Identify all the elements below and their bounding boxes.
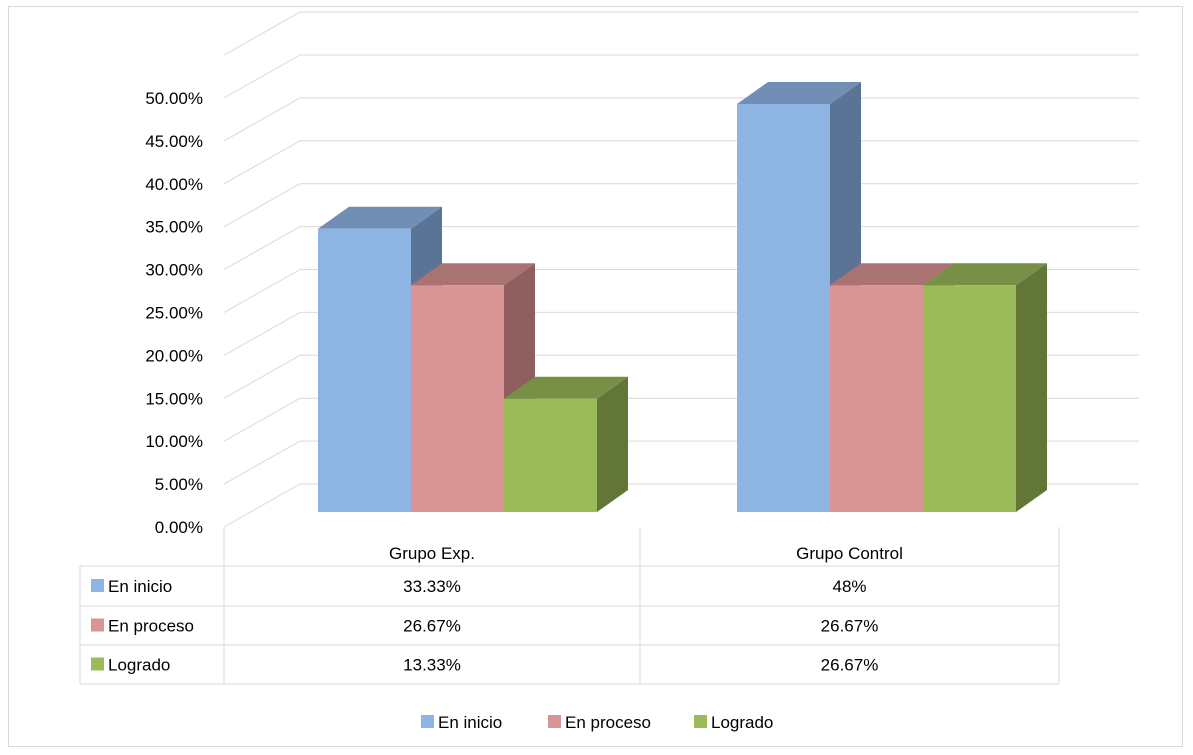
legend-label: En proceso [565, 713, 651, 732]
gridline-side [223, 11, 301, 56]
table-value: 48% [832, 577, 866, 596]
legend: En inicio En proceso Logrado [421, 713, 773, 732]
bar [318, 228, 411, 512]
bar [411, 285, 504, 512]
y-tick-label: 35.00% [145, 218, 203, 237]
legend-key [548, 715, 561, 728]
y-tick-label: 5.00% [155, 475, 203, 494]
gridline-side [223, 226, 301, 271]
bar [830, 285, 923, 512]
y-tick-label: 40.00% [145, 175, 203, 194]
gridline-side [223, 397, 301, 442]
y-tick-label: 45.00% [145, 132, 203, 151]
bar-top [318, 206, 442, 229]
gridline-side [223, 354, 301, 399]
y-tick-label: 0.00% [155, 518, 203, 537]
table-value: 26.67% [403, 617, 461, 636]
table-value: 26.67% [821, 656, 879, 675]
y-tick-label: 25.00% [145, 304, 203, 323]
gridline-side [223, 183, 301, 228]
bar-top [504, 376, 628, 399]
bar-side [597, 376, 628, 512]
table-legend-key [91, 579, 104, 592]
bar-top [830, 263, 954, 286]
legend-key [421, 715, 434, 728]
legend-label: En inicio [438, 713, 502, 732]
gridline-side [223, 483, 301, 528]
legend-label: Logrado [711, 713, 773, 732]
y-tick-label: 15.00% [145, 389, 203, 408]
bar-top [923, 263, 1047, 286]
bar [923, 285, 1016, 512]
gridline-side [223, 140, 301, 185]
bar [504, 398, 597, 512]
table-row-label: Logrado [108, 656, 170, 675]
gridline-side [223, 54, 301, 99]
data-table: Grupo Exp. Grupo Control En inicio 33.33% 48… [79, 527, 1060, 685]
category-label: Grupo Exp. [389, 544, 475, 563]
y-tick-label: 10.00% [145, 432, 203, 451]
bar [737, 104, 830, 512]
table-row-label: En inicio [108, 577, 172, 596]
bar-side [1016, 263, 1047, 512]
gridline-side [223, 97, 301, 142]
table-value: 26.67% [821, 617, 879, 636]
gridline-side [223, 311, 301, 356]
table-legend-key [91, 657, 104, 671]
y-tick-label: 30.00% [145, 261, 203, 280]
table-row-label: En proceso [108, 617, 194, 636]
bar-top [411, 263, 535, 286]
y-tick-label: 50.00% [145, 89, 203, 108]
table-legend-key [91, 618, 104, 632]
bar-top [737, 82, 861, 104]
category-label: Grupo Control [796, 544, 903, 563]
table-value: 33.33% [403, 577, 461, 596]
y-tick-label: 20.00% [145, 346, 203, 365]
legend-key [694, 715, 707, 728]
table-value: 13.33% [403, 656, 461, 675]
bars-layer [318, 82, 1047, 512]
gridline-side [223, 440, 301, 485]
gridline-side [223, 269, 301, 313]
